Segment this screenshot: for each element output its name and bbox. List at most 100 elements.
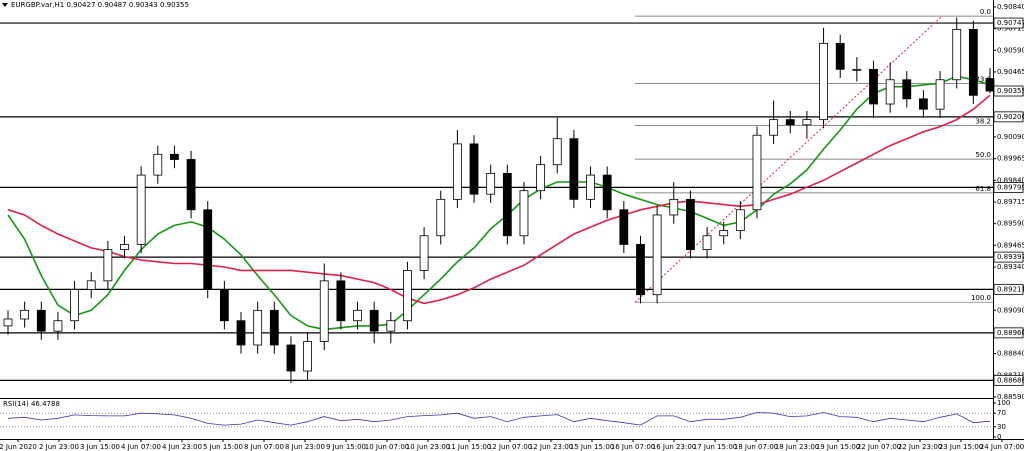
x-tick-label: 22 Jun 23:00 bbox=[898, 443, 942, 451]
moving-average bbox=[7, 75, 991, 331]
candle-body bbox=[386, 320, 396, 332]
candle-body bbox=[319, 280, 329, 342]
candle-body bbox=[636, 244, 645, 296]
candle-body bbox=[136, 174, 146, 245]
candle-body bbox=[702, 235, 712, 251]
candle-body bbox=[53, 320, 63, 332]
fib-label: 61.8 bbox=[975, 185, 991, 193]
candle-body bbox=[170, 153, 179, 160]
y-tick-label: 0.89715 bbox=[997, 198, 1024, 206]
candle-body bbox=[985, 78, 995, 92]
candle-body bbox=[919, 98, 928, 110]
candle-body bbox=[236, 320, 246, 346]
price-box bbox=[993, 251, 1024, 263]
y-tick-label: 0.89590 bbox=[997, 220, 1024, 228]
y-tick-label: 0.90840 bbox=[997, 3, 1024, 11]
x-tick-label: 15 Jun 15:00 bbox=[570, 443, 614, 451]
candle-body bbox=[952, 29, 962, 81]
price-box-label: 0.89211 bbox=[997, 285, 1024, 293]
rsi-line bbox=[7, 412, 991, 426]
x-tick-label: 8 Jun 07:00 bbox=[244, 443, 284, 451]
candle-body bbox=[186, 159, 196, 211]
candle-body bbox=[502, 172, 512, 237]
candle-body bbox=[569, 138, 579, 200]
price-box bbox=[993, 374, 1024, 386]
candle-body bbox=[968, 29, 978, 96]
x-tick-label: 3 Jun 15:00 bbox=[80, 443, 120, 451]
y-tick-label: 0.89840 bbox=[997, 176, 1024, 184]
candle-body bbox=[586, 174, 595, 200]
x-tick-label: 8 Jun 23:00 bbox=[285, 443, 325, 451]
candle-body bbox=[735, 209, 745, 231]
x-tick-label: 4 Jun 23:00 bbox=[162, 443, 202, 451]
price-box bbox=[993, 85, 1024, 97]
chart-title: EURGBP.var,H1 0.90427 0.90487 0.90343 0.… bbox=[11, 1, 189, 9]
fib-label: 100.0 bbox=[971, 294, 991, 302]
candle-body bbox=[852, 68, 862, 71]
y-tick-label: 0.90590 bbox=[997, 46, 1024, 54]
y-tick-label: 0.89340 bbox=[997, 263, 1024, 271]
price-box bbox=[993, 17, 1024, 29]
menu-arrow[interactable] bbox=[2, 3, 8, 7]
candle-body bbox=[336, 280, 346, 322]
price-box-label: 0.90355 bbox=[997, 87, 1024, 95]
fib-label: 50.0 bbox=[975, 151, 991, 159]
candle-body bbox=[486, 172, 496, 195]
candle-body bbox=[303, 341, 312, 372]
candle-body bbox=[619, 209, 629, 245]
x-tick-label: 19 Jun 15:00 bbox=[816, 443, 860, 451]
x-tick-label: 4 Jun 07:00 bbox=[121, 443, 161, 451]
y-tick-label: 0.90715 bbox=[997, 25, 1024, 33]
candle-body bbox=[536, 164, 546, 192]
price-box-label: 0.89799 bbox=[997, 183, 1024, 191]
candle-body bbox=[436, 198, 446, 237]
candle-body bbox=[869, 68, 878, 105]
candle-body bbox=[3, 318, 13, 327]
candle-body bbox=[253, 309, 263, 346]
y-tick-label: 0.88590 bbox=[997, 393, 1024, 401]
fib-label: 23.6 bbox=[975, 76, 991, 84]
candle-body bbox=[469, 143, 479, 195]
candle-body bbox=[403, 270, 412, 322]
candle-body bbox=[752, 134, 762, 211]
x-tick-label: 10 Jun 07:00 bbox=[365, 443, 409, 451]
x-tick-label: 2 Jun 23:00 bbox=[39, 443, 79, 451]
rsi-tick-label: 0 bbox=[997, 433, 1001, 441]
candle-body bbox=[452, 143, 462, 200]
x-tick-label: 18 Jun 07:00 bbox=[734, 443, 778, 451]
candle-body bbox=[70, 289, 79, 322]
x-tick-label: 24 Jun 07:00 bbox=[980, 443, 1024, 451]
x-tick-label: 16 Jun 07:00 bbox=[611, 443, 655, 451]
x-tick-label: 23 Jun 15:00 bbox=[939, 443, 983, 451]
candle-body bbox=[519, 190, 529, 237]
candle-body bbox=[369, 309, 379, 332]
candle-body bbox=[885, 79, 895, 105]
price-box bbox=[993, 283, 1024, 295]
y-tick-label: 0.89090 bbox=[997, 306, 1024, 314]
moving-average bbox=[7, 94, 991, 305]
y-tick-label: 0.88840 bbox=[997, 350, 1024, 358]
price-box bbox=[993, 111, 1024, 123]
y-tick-label: 0.90465 bbox=[997, 68, 1024, 76]
candle-body bbox=[219, 289, 229, 322]
x-tick-label: 2 Jun 2020 bbox=[0, 443, 37, 451]
x-tick-label: 12 Jun 23:00 bbox=[529, 443, 573, 451]
price-box-label: 0.88686 bbox=[997, 376, 1024, 384]
price-box bbox=[993, 327, 1024, 339]
candle-body bbox=[86, 280, 96, 290]
rsi-label: RSI(14) 46.4788 bbox=[3, 400, 60, 408]
y-tick-label: 0.89465 bbox=[997, 241, 1024, 249]
x-tick-label: 11 Jun 15:00 bbox=[447, 443, 491, 451]
candle-body bbox=[686, 198, 695, 251]
x-tick-label: 17 Jun 15:00 bbox=[693, 443, 737, 451]
candle-body bbox=[785, 119, 795, 126]
y-tick-label: 0.90090 bbox=[997, 133, 1024, 141]
price-box-label: 0.90747 bbox=[997, 19, 1024, 27]
candle-body bbox=[552, 138, 562, 166]
candle-body bbox=[602, 174, 612, 211]
candle-body bbox=[652, 214, 662, 296]
price-box bbox=[993, 182, 1024, 193]
x-tick-label: 16 Jun 23:00 bbox=[652, 443, 696, 451]
